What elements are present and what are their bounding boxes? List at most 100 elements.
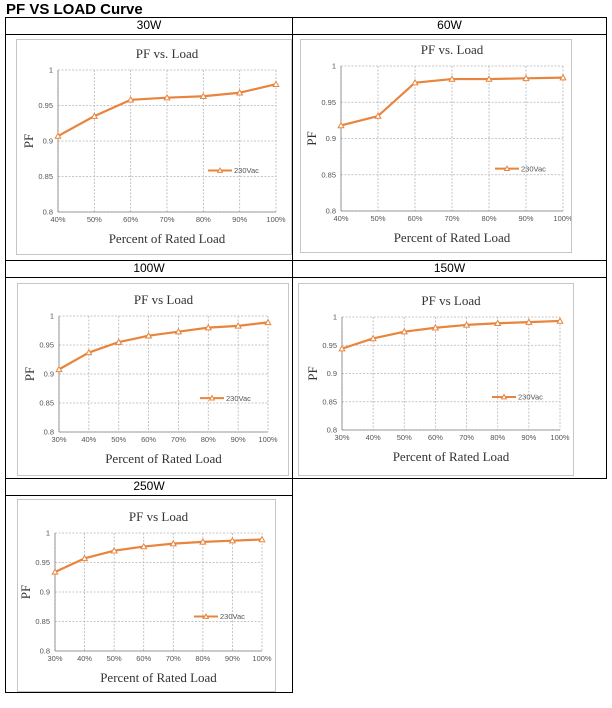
data-point bbox=[127, 95, 135, 103]
series-line-0 bbox=[58, 321, 269, 371]
y-tick-label: 0.95 bbox=[322, 341, 337, 350]
chart-250w: PF vs Load 0.8 0.85 0.9 0.95 1 30% 40% 50% 60% 70%… bbox=[17, 499, 276, 692]
data-point bbox=[51, 568, 59, 575]
x-tick-label: 80% bbox=[195, 654, 210, 663]
chart-250w-plot: PF vs Load 0.8 0.85 0.9 0.95 1 30% 40% 50% 60% 70%… bbox=[18, 509, 272, 685]
x-tick-label: 90% bbox=[225, 654, 240, 663]
data-point bbox=[525, 318, 533, 325]
data-point bbox=[169, 539, 177, 547]
legend-marker bbox=[503, 165, 511, 172]
y-tick-label: 1 bbox=[332, 62, 336, 71]
data-point bbox=[163, 93, 171, 101]
data-point bbox=[110, 546, 118, 554]
x-tick-label: 90% bbox=[518, 214, 533, 223]
y-axis-label: PF bbox=[304, 131, 319, 145]
cell-header-30w: 30W bbox=[136, 18, 162, 32]
x-axis-label: Percent of Rated Load bbox=[394, 230, 511, 245]
chart-30w-plot: PF vs. Load 0.8 0.85 0.9 0.95 1 40% 50% 60% 70% 80… bbox=[21, 46, 286, 246]
x-tick-label: 30% bbox=[51, 435, 66, 444]
data-point bbox=[411, 78, 419, 86]
cell-header-150w: 150W bbox=[433, 261, 466, 275]
y-tick-label: 0.85 bbox=[321, 170, 336, 179]
x-tick-label: 50% bbox=[87, 215, 102, 224]
chart-title: PF vs Load bbox=[134, 292, 194, 307]
x-tick-label: 100% bbox=[252, 654, 272, 663]
x-tick-label: 50% bbox=[107, 654, 122, 663]
x-tick-label: 100% bbox=[550, 433, 570, 442]
x-tick-label: 80% bbox=[196, 215, 211, 224]
legend-label: 230Vac bbox=[226, 394, 251, 403]
chart-100w-plot: PF vs Load 0.8 0.85 0.9 0.95 1 30% 40% 50% 60% 70%… bbox=[22, 292, 278, 466]
y-tick-label: 0.85 bbox=[39, 399, 54, 408]
y-tick-label: 1 bbox=[49, 66, 53, 75]
y-tick-label: 0.85 bbox=[38, 172, 53, 181]
y-tick-label: 1 bbox=[50, 312, 54, 321]
legend-marker bbox=[202, 613, 210, 619]
y-tick-label: 0.9 bbox=[40, 588, 50, 597]
x-tick-label: 60% bbox=[123, 215, 138, 224]
x-tick-label: 100% bbox=[258, 435, 278, 444]
x-tick-label: 90% bbox=[231, 435, 246, 444]
data-point bbox=[204, 323, 212, 331]
x-tick-label: 90% bbox=[521, 433, 536, 442]
x-tick-label: 60% bbox=[141, 435, 156, 444]
data-point bbox=[337, 121, 345, 129]
x-tick-label: 80% bbox=[481, 214, 496, 223]
legend-label: 230Vac bbox=[220, 612, 245, 621]
data-point bbox=[55, 365, 63, 373]
data-point bbox=[338, 344, 346, 352]
legend-marker bbox=[500, 393, 508, 400]
legend-label: 230Vac bbox=[521, 164, 546, 173]
data-point bbox=[556, 317, 564, 324]
chart-title: PF vs Load bbox=[421, 293, 481, 308]
x-tick-label: 100% bbox=[553, 214, 571, 223]
y-axis-label: PF bbox=[305, 366, 320, 380]
x-tick-label: 70% bbox=[159, 215, 174, 224]
data-point bbox=[228, 536, 237, 544]
y-tick-label: 0.8 bbox=[40, 647, 50, 656]
chart-title: PF vs. Load bbox=[136, 46, 199, 61]
x-axis-label: Percent of Rated Load bbox=[100, 670, 217, 685]
data-point bbox=[462, 321, 471, 328]
x-tick-label: 60% bbox=[136, 654, 151, 663]
data-point bbox=[272, 80, 280, 87]
y-tick-label: 1 bbox=[46, 529, 50, 538]
x-tick-label: 60% bbox=[428, 433, 443, 442]
page-title: PF VS LOAD Curve bbox=[6, 1, 143, 18]
y-tick-label: 0.9 bbox=[327, 369, 337, 378]
legend-label: 230Vac bbox=[234, 166, 259, 175]
data-point bbox=[90, 112, 98, 119]
x-tick-label: 40% bbox=[77, 654, 92, 663]
data-point bbox=[140, 542, 148, 550]
y-tick-label: 0.8 bbox=[327, 426, 337, 435]
x-tick-label: 90% bbox=[232, 215, 247, 224]
cell-header-250w: 250W bbox=[133, 479, 165, 493]
data-point bbox=[199, 538, 207, 545]
chart-60w: PF vs. Load 0.8 0.85 0.9 0.95 1 40% 50% 60% 70% 80… bbox=[300, 39, 572, 253]
y-tick-label: 0.9 bbox=[326, 134, 336, 143]
data-point bbox=[494, 319, 502, 326]
y-axis-label: PF bbox=[21, 134, 36, 148]
legend-marker bbox=[208, 394, 216, 401]
y-axis-label: PF bbox=[18, 585, 33, 599]
cell-header-60w: 60W bbox=[437, 18, 462, 32]
x-axis-label: Percent of Rated Load bbox=[109, 231, 226, 246]
x-tick-label: 30% bbox=[334, 433, 349, 442]
x-tick-label: 70% bbox=[444, 214, 459, 223]
chart-30w: PF vs. Load 0.8 0.85 0.9 0.95 1 40% 50% 60% 70% 80… bbox=[16, 39, 292, 255]
x-tick-label: 30% bbox=[47, 654, 62, 663]
data-point bbox=[448, 75, 456, 82]
y-tick-label: 0.95 bbox=[321, 98, 336, 107]
chart-100w: PF vs Load 0.8 0.85 0.9 0.95 1 30% 40% 50% 60% 70%… bbox=[17, 283, 289, 476]
series-line-0 bbox=[54, 538, 263, 573]
y-tick-label: 0.95 bbox=[39, 341, 54, 350]
data-point bbox=[144, 331, 153, 339]
x-tick-label: 100% bbox=[266, 215, 286, 224]
chart-150w-plot: PF vs Load 0.8 0.85 0.9 0.95 1 30% 40% 50% 60% 70%… bbox=[305, 293, 570, 464]
data-point bbox=[236, 88, 244, 96]
x-tick-label: 70% bbox=[171, 435, 186, 444]
x-axis-label: Percent of Rated Load bbox=[105, 451, 222, 466]
y-tick-label: 0.95 bbox=[35, 558, 50, 567]
x-tick-label: 80% bbox=[490, 433, 505, 442]
y-axis-label: PF bbox=[22, 367, 37, 381]
